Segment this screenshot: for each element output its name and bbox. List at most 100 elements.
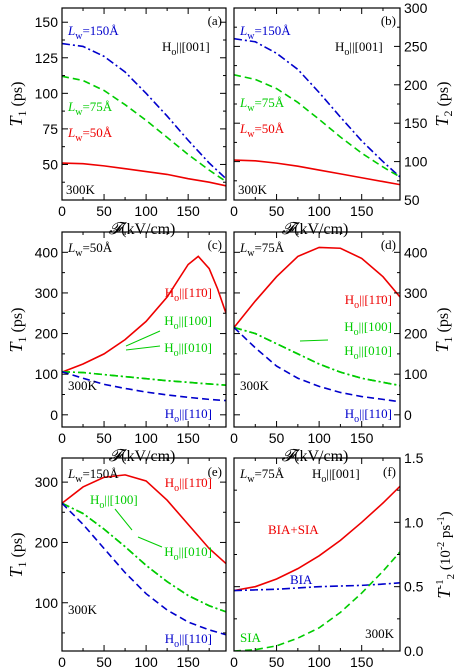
- annot-temp-f: 300K: [365, 626, 395, 641]
- x-tick-label: 150: [176, 203, 200, 219]
- series-line-bia-sia: [234, 485, 400, 592]
- panel-d: 0 50 100 150 0 100 200 300 400 𝓕(kV/cm): [230, 231, 428, 465]
- panel-label-c: (c): [208, 237, 222, 252]
- x-tick-label: 0: [58, 203, 66, 219]
- series-line-ho-010-: [62, 502, 226, 613]
- annot-temp-d: 300K: [240, 378, 270, 393]
- y-tick-label: 250: [404, 38, 428, 54]
- annot-bia-f: BIA: [290, 572, 313, 587]
- series-line-sia: [234, 551, 400, 651]
- x-tick-label: 50: [269, 203, 285, 219]
- x-tick-label: 50: [269, 430, 285, 446]
- annot-110bar-d: Ho||[11̄0]: [345, 292, 392, 311]
- panel-label-e: (e): [208, 464, 222, 479]
- x-tick-label: 150: [176, 430, 200, 446]
- annot-temp-c: 300K: [68, 378, 98, 393]
- x-axis-label: 𝓕(kV/cm): [109, 219, 176, 238]
- annot-lw150-b: Lw=150Å: [239, 23, 291, 42]
- y-tick-label: 75: [42, 121, 58, 137]
- annot-lw-f: Lw=75Å: [239, 466, 285, 485]
- series-group: [234, 485, 400, 651]
- y-tick-label: 100: [404, 366, 428, 382]
- x-tick-label: 0: [58, 430, 66, 446]
- annot-sia-f: SIA: [240, 630, 262, 645]
- y-axis-label-e: T1 (ps): [6, 533, 29, 578]
- x-tick-label: 50: [96, 430, 112, 446]
- y-axis-label-e-text: T1 (ps): [6, 533, 29, 578]
- x-tick-label: 0: [230, 430, 238, 446]
- series-line-lw-75-: [234, 74, 400, 178]
- series-line-lw-150-: [234, 37, 400, 178]
- y-axis-label-f-text: T-12 (10-2 ps-1): [434, 511, 457, 598]
- series-line-ho-110-: [62, 370, 226, 402]
- x-tick-label: 50: [96, 654, 112, 670]
- plot-frame: [233, 457, 401, 652]
- series-group: [62, 255, 226, 402]
- panel-label-d: (d): [381, 237, 396, 252]
- series-line-lw-75-: [62, 75, 226, 183]
- series-line-ho-11-0-: [62, 255, 226, 373]
- x-axis-label: 𝓕(kV/cm): [109, 670, 176, 672]
- y-axis-label-c: T1 (ps): [6, 308, 29, 353]
- x-tick-label: 0: [58, 654, 66, 670]
- series-line-lw-50-: [62, 162, 226, 187]
- y-tick-label: 1.0: [404, 514, 424, 530]
- annot-field-a: Ho||[001]: [162, 39, 210, 58]
- x-axis-label: 𝓕(kV/cm): [282, 219, 349, 238]
- annot-110-d: Ho||[110]: [345, 406, 392, 425]
- y-axis-label-a: T1 (ps): [6, 82, 29, 127]
- x-axis-label: 𝓕(kV/cm): [109, 446, 176, 465]
- y-tick-label: 300: [35, 285, 59, 301]
- series-group: [234, 37, 400, 186]
- annot-100-d: Ho||[100]: [344, 319, 392, 338]
- x-tick-label: 50: [269, 654, 285, 670]
- annot-temp-b: 300K: [238, 182, 268, 197]
- series-line-ho-11-0-: [234, 246, 400, 328]
- x-axis-label: 𝓕(kV/cm): [282, 670, 349, 672]
- annot-field-f: Ho||[001]: [312, 466, 360, 485]
- panel-c: 0 50 100 150 0 100 200 300 400 𝓕(kV/cm): [35, 231, 227, 465]
- panel-b: 0 50 100 150 50 100 150 200 250 300 𝓕(kV/cm): [230, 0, 427, 238]
- y-axis-label-d-text: T1 (ps): [432, 308, 455, 353]
- y-tick-label: 50: [404, 192, 420, 208]
- annot-110bar-e: Ho||[11̄0]: [165, 475, 212, 494]
- annot-lw50-b: Lw=50Å: [239, 121, 285, 140]
- annot-010-e: Ho||[010]: [164, 544, 212, 563]
- x-tick-label: 0: [230, 203, 238, 219]
- annot-010-d: Ho||[010]: [344, 343, 392, 362]
- y-tick-label: 0.5: [404, 579, 424, 595]
- y-tick-label: 300: [404, 285, 428, 301]
- y-tick-label: 400: [35, 244, 59, 260]
- plot-frame: [61, 7, 227, 201]
- pointer-line: [137, 536, 163, 548]
- x-tick-label: 150: [350, 654, 374, 670]
- annot-temp-e: 300K: [68, 602, 98, 617]
- series-group: [62, 42, 226, 187]
- annot-lw150-a: Lw=150Å: [67, 23, 119, 42]
- y-tick-label: 50: [42, 156, 58, 172]
- x-tick-label: 150: [350, 430, 374, 446]
- series-line-ho-010-: [62, 370, 226, 386]
- panel-label-b: (b): [381, 13, 396, 28]
- annot-lw50-a: Lw=50Å: [67, 125, 113, 144]
- x-axis-label: 𝓕(kV/cm): [282, 446, 349, 465]
- x-tick-label: 100: [134, 203, 158, 219]
- y-tick-label: 0: [50, 407, 58, 423]
- y-axis-label-b-text: T2 (ps): [432, 82, 455, 127]
- y-tick-label: 100: [35, 595, 59, 611]
- y-tick-label: 100: [35, 366, 59, 382]
- x-tick-label: 100: [307, 654, 331, 670]
- annot-temp-a: 300K: [66, 182, 96, 197]
- x-tick-label: 100: [134, 430, 158, 446]
- series-line-ho-110-: [234, 326, 400, 403]
- series-group: [234, 246, 400, 403]
- panel-e: 0 50 100 150 100 200 300 𝓕(kV/cm): [35, 457, 227, 672]
- y-tick-label: 100: [404, 154, 428, 170]
- y-tick-label: 125: [35, 50, 59, 66]
- annot-010-c: Ho||[010]: [164, 340, 212, 359]
- annot-lw-d: Lw=75Å: [239, 240, 285, 259]
- x-tick-label: 50: [96, 203, 112, 219]
- series-line-ho-110-: [62, 502, 226, 636]
- x-tick-label: 150: [350, 203, 374, 219]
- series-line-bia: [234, 582, 400, 592]
